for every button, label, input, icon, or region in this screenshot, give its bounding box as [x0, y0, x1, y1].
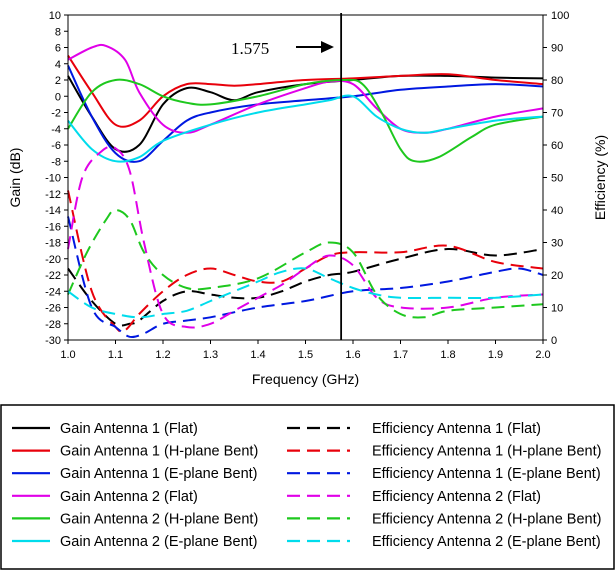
y-tick-label: 2: [55, 75, 61, 87]
y2-tick-label: 10: [551, 303, 563, 315]
annotation-arrow: [296, 41, 334, 53]
y2-tick-label: 80: [551, 75, 563, 87]
x-tick-label: 1.7: [393, 349, 408, 361]
legend: Gain Antenna 1 (Flat) Gain Antenna 1 (H-p…: [12, 421, 601, 550]
plot-frame: [67, 14, 544, 341]
x-tick-label: 1.0: [60, 349, 75, 361]
plot-series-group: [67, 43, 544, 339]
legend-entry: Efficiency Antenna 1 (E-plane Bent): [372, 466, 601, 482]
y2-tick-label: 50: [551, 173, 563, 185]
y2-tick-label: 100: [551, 10, 569, 22]
x-tick-label: 1.2: [155, 349, 170, 361]
y2-tick-label: 90: [551, 43, 563, 55]
series-line-8: [67, 190, 544, 333]
y-axis-title: Gain (dB): [7, 148, 23, 208]
x-tick-label: 2.0: [535, 349, 550, 361]
y2-tick-label: 60: [551, 140, 563, 152]
x-tick-label: 1.8: [440, 349, 455, 361]
y2-axis-title: Efficiency (%): [592, 135, 608, 220]
series-line-3: [67, 64, 544, 163]
y-tick-label: -20: [45, 254, 61, 266]
legend-entry: Efficiency Antenna 2 (E-plane Bent): [372, 534, 601, 550]
y-tick-label: -24: [45, 286, 61, 298]
y-tick-label: -28: [45, 319, 61, 331]
x-tick-label: 1.6: [345, 349, 360, 361]
legend-entry: Gain Antenna 1 (Flat): [60, 421, 198, 437]
y-tick-label: -2: [51, 108, 61, 120]
x-axis-title: Frequency (GHz): [252, 371, 359, 387]
legend-entry: Gain Antenna 2 (Flat): [60, 489, 198, 505]
y-tick-label: 0: [55, 91, 61, 103]
series-line-2: [67, 55, 544, 128]
legend-entry: Efficiency Antenna 1 (Flat): [372, 421, 541, 437]
series-line-5: [67, 78, 544, 163]
y-tick-label: 8: [55, 26, 61, 38]
series-line-6: [67, 94, 544, 163]
y-tick-label: -22: [45, 270, 61, 282]
y-tick-label: 6: [55, 43, 61, 55]
y2-tick-label: 40: [551, 205, 563, 217]
y-tick-label: -30: [45, 335, 61, 347]
legend-entry: Gain Antenna 2 (H-plane Bent): [60, 511, 258, 527]
legend-entry: Gain Antenna 1 (E-plane Bent): [60, 466, 258, 482]
y2-tick-label: 30: [551, 238, 563, 250]
axis-ticks-group: -30-28-26-24-22-20-18-16-14-12-10-8-6-4-…: [45, 10, 569, 361]
y-tick-label: -10: [45, 173, 61, 185]
y2-tick-label: 0: [551, 335, 557, 347]
y2-tick-label: 20: [551, 270, 563, 282]
x-tick-label: 1.4: [250, 349, 265, 361]
series-line-12: [67, 267, 544, 319]
y-tick-label: -4: [51, 124, 61, 136]
y-tick-label: -12: [45, 189, 61, 201]
y-tick-label: -6: [51, 140, 61, 152]
legend-entry: Efficiency Antenna 1 (H-plane Bent): [372, 444, 601, 460]
x-tick-label: 1.5: [298, 349, 313, 361]
y-tick-label: 4: [55, 59, 61, 71]
x-tick-label: 1.1: [108, 349, 123, 361]
y-tick-label: -14: [45, 205, 61, 217]
y2-tick-label: 70: [551, 108, 563, 120]
annotation-label: 1.575: [231, 39, 269, 58]
series-line-11: [67, 209, 544, 319]
series-line-9: [67, 216, 544, 339]
legend-entry: Efficiency Antenna 2 (Flat): [372, 489, 541, 505]
legend-entry: Gain Antenna 1 (H-plane Bent): [60, 444, 258, 460]
series-line-1: [67, 74, 544, 153]
x-tick-label: 1.3: [203, 349, 218, 361]
y-tick-label: -18: [45, 238, 61, 250]
legend-entry: Efficiency Antenna 2 (H-plane Bent): [372, 511, 601, 527]
y-tick-label: -8: [51, 156, 61, 168]
x-tick-label: 1.9: [488, 349, 503, 361]
series-line-10: [67, 145, 544, 329]
legend-entry: Gain Antenna 2 (E-plane Bent): [60, 534, 258, 550]
y-tick-label: -16: [45, 221, 61, 233]
series-line-7: [67, 247, 544, 327]
y-tick-label: 10: [49, 10, 61, 22]
y-tick-label: -26: [45, 303, 61, 315]
